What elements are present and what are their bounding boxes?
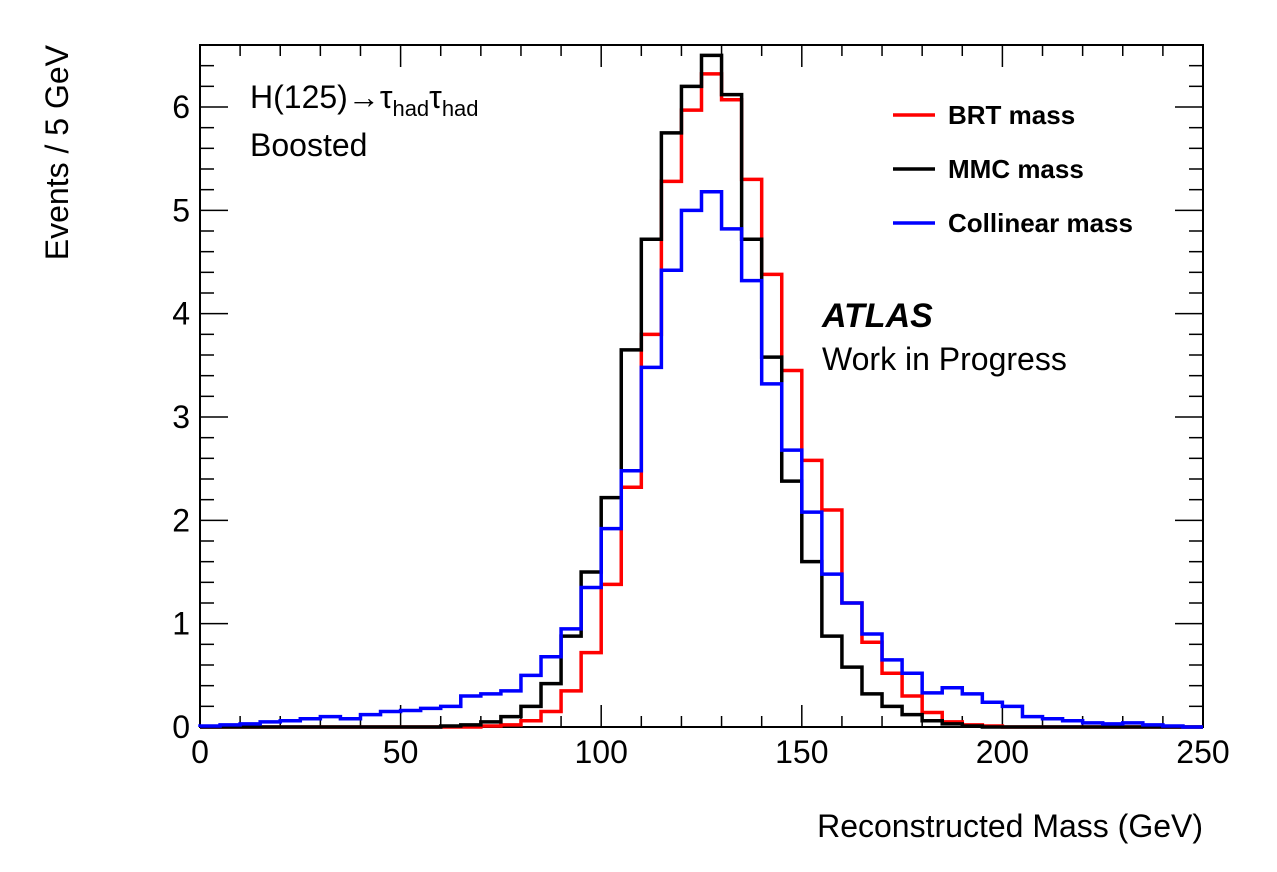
legend-label: MMC mass: [948, 154, 1084, 184]
y-tick-label: 5: [172, 192, 190, 228]
process-tau-2: τ: [429, 79, 442, 115]
y-tick-label: 3: [172, 399, 190, 435]
series-layer: [198, 53, 1203, 729]
y-tick-label: 1: [172, 606, 190, 642]
x-tick-label: 200: [976, 734, 1029, 770]
x-tick-label: 50: [383, 734, 419, 770]
axis-tick-labels: 0 50 100 150 200 250 0 1 2 3 4 5 6: [172, 89, 1229, 770]
legend-label: Collinear mass: [948, 208, 1133, 238]
legend: BRT mass MMC mass Collinear mass: [893, 100, 1133, 238]
y-tick-label: 6: [172, 89, 190, 125]
axis-ticks: [199, 44, 1204, 728]
y-tick-label: 2: [172, 502, 190, 538]
series-line-2: [200, 53, 1203, 729]
x-tick-label: 250: [1176, 734, 1229, 770]
process-main: H(125)→τ: [250, 79, 393, 115]
x-tick-label: 100: [575, 734, 628, 770]
status-label: Work in Progress: [822, 341, 1067, 377]
plot-frame: [199, 44, 1204, 728]
y-tick-label: 4: [172, 296, 190, 332]
process-label: H(125)→τhadτhad: [250, 79, 479, 121]
y-tick-label: 0: [172, 709, 190, 745]
category-label: Boosted: [250, 127, 367, 163]
atlas-label: ATLAS: [821, 297, 933, 335]
y-axis-title: Events / 5 GeV: [39, 44, 75, 260]
x-tick-label: 0: [191, 734, 209, 770]
x-axis-title: Reconstructed Mass (GeV): [817, 808, 1203, 844]
x-tick-label: 150: [775, 734, 828, 770]
tau-subscript-2: had: [442, 96, 479, 121]
series-line-3: [198, 189, 1203, 729]
legend-label: BRT mass: [948, 100, 1075, 130]
tau-subscript-1: had: [392, 96, 429, 121]
